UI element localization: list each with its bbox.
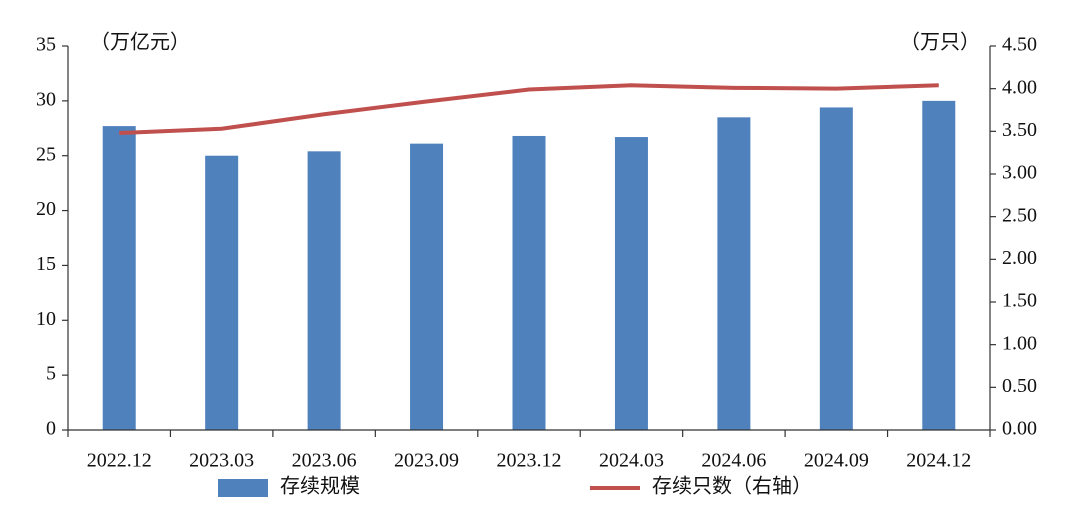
y2-tick-label: 3.50 (1002, 119, 1037, 141)
y-axis-label: （万亿元） (90, 31, 190, 54)
bar (410, 143, 444, 430)
bar (717, 117, 751, 431)
x-tick-label: 2023.06 (292, 450, 357, 472)
legend-label: 存续只数（右轴） (652, 475, 812, 498)
y2-tick-label: 2.50 (1002, 204, 1037, 226)
y2-tick-label: 2.00 (1002, 247, 1037, 269)
x-tick-label: 2024.03 (599, 450, 664, 472)
bar (205, 155, 239, 430)
y-tick-label: 25 (36, 143, 56, 165)
y-tick-label: 10 (36, 308, 56, 330)
bar (102, 126, 136, 430)
y-tick-label: 0 (46, 418, 56, 440)
x-tick-label: 2024.09 (804, 450, 869, 472)
y2-tick-label: 4.00 (1002, 76, 1037, 98)
legend-label: 存续规模 (280, 475, 360, 498)
legend-swatch (218, 479, 268, 497)
bar (819, 107, 853, 430)
y2-tick-label: 3.00 (1002, 162, 1037, 184)
y2-tick-label: 1.50 (1002, 290, 1037, 312)
bar (614, 137, 648, 430)
y2-tick-label: 4.50 (1002, 34, 1037, 56)
y-tick-label: 35 (36, 34, 56, 56)
bar (922, 100, 956, 430)
y2-tick-label: 0.00 (1002, 418, 1037, 440)
y2-axis-label: （万只） (900, 31, 980, 54)
bar (307, 151, 341, 430)
x-tick-label: 2023.03 (189, 450, 254, 472)
y-tick-label: 15 (36, 253, 56, 275)
x-tick-label: 2024.12 (906, 450, 971, 472)
y-tick-label: 20 (36, 198, 56, 220)
x-tick-label: 2024.06 (701, 450, 766, 472)
x-tick-label: 2023.12 (497, 450, 562, 472)
y-tick-label: 30 (36, 88, 56, 110)
bar (512, 135, 546, 431)
y2-tick-label: 0.50 (1002, 375, 1037, 397)
line (119, 83, 939, 136)
y2-tick-label: 1.00 (1002, 332, 1037, 354)
x-tick-label: 2023.09 (394, 450, 459, 472)
y-tick-label: 5 (46, 363, 56, 385)
x-tick-label: 2022.12 (87, 450, 152, 472)
